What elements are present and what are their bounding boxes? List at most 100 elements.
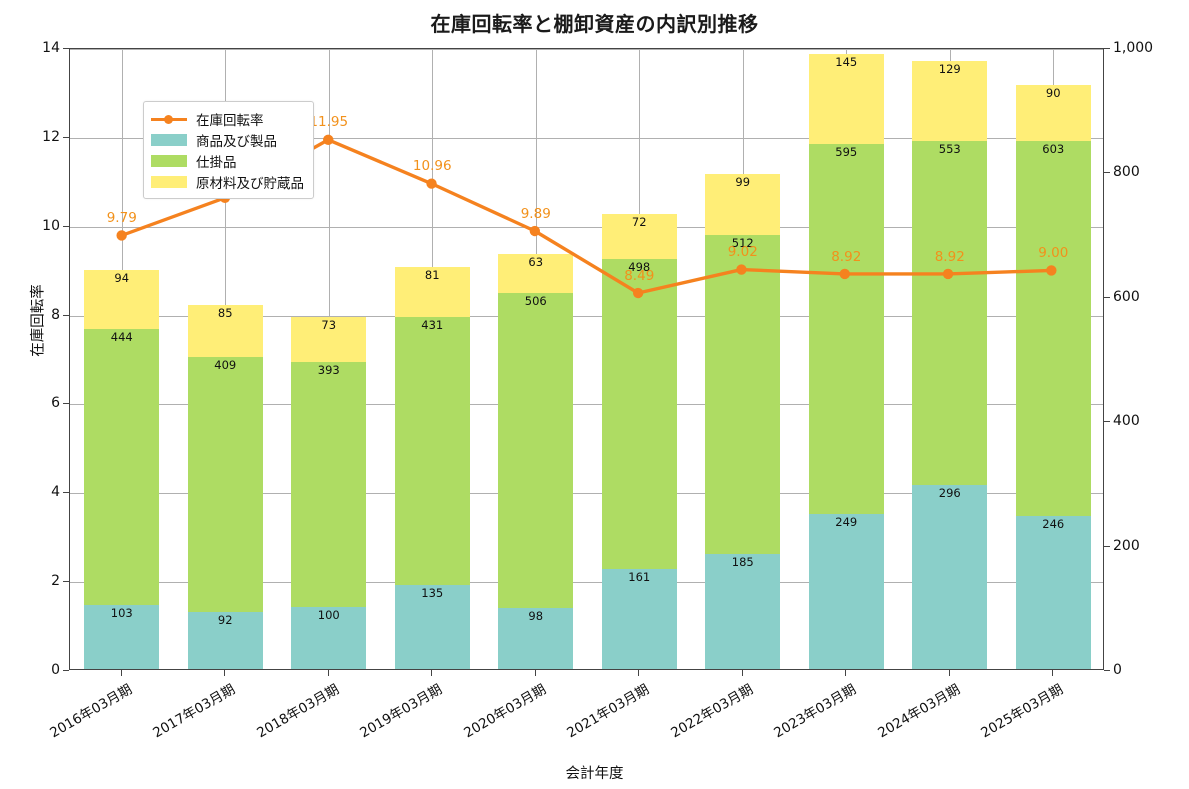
bar-segment-value-label: 94: [114, 271, 130, 286]
bar-segment-value-label: 98: [528, 609, 544, 624]
bar-segment[interactable]: 553: [912, 140, 987, 485]
gridline-horizontal: [70, 315, 1103, 317]
bar-segment[interactable]: 444: [84, 328, 159, 605]
bar-group[interactable]: 100 393 73: [291, 47, 366, 669]
legend-item[interactable]: 仕掛品: [151, 150, 304, 171]
bar-segment[interactable]: 135: [394, 585, 470, 669]
x-axis-tick-label: 2019年03月期: [357, 681, 446, 742]
bar-segment[interactable]: 100: [291, 606, 366, 669]
bar-segment[interactable]: 393: [291, 362, 366, 607]
bar-segment[interactable]: 72: [601, 214, 677, 260]
bar-segment[interactable]: 506: [498, 293, 573, 609]
bar-segment[interactable]: 129: [912, 60, 987, 141]
bar-segment[interactable]: 73: [291, 316, 366, 363]
bar-segment-value-label: 161: [628, 569, 651, 584]
bar-segment-value-label: 185: [731, 554, 754, 569]
bar-segment[interactable]: 98: [498, 608, 573, 669]
bar-segment[interactable]: 296: [912, 484, 987, 669]
plot-area: 103 444 94 92 409 85 100 393 73 135 431 81 98 506 63 16…: [69, 48, 1104, 670]
bar-segment-value-label: 81: [424, 267, 440, 282]
x-axis-tick-label: 2024年03月期: [875, 681, 963, 742]
legend-item-label: 在庫回転率: [196, 112, 264, 129]
bar-segment[interactable]: 249: [808, 514, 884, 669]
x-axis-tick-mark: [224, 670, 226, 676]
line-value-label: 9.89: [520, 205, 551, 222]
bar-segment[interactable]: 603: [1015, 140, 1091, 516]
x-axis-tick-mark: [431, 670, 433, 676]
y-axis-right-tick-mark: [1104, 421, 1110, 423]
legend-item[interactable]: 原材料及び貯蔵品: [151, 171, 304, 192]
bar-group[interactable]: 296 553 129: [912, 47, 987, 669]
bar-segment-value-label: 129: [938, 61, 961, 76]
bar-segment-value-label: 100: [317, 607, 340, 622]
bar-segment[interactable]: 99: [705, 173, 780, 236]
bar-segment[interactable]: 595: [808, 144, 884, 515]
bar-segment-value-label: 90: [1045, 85, 1061, 100]
bar-segment[interactable]: 161: [601, 568, 677, 669]
y-axis-right-tick-mark: [1104, 48, 1110, 49]
bar-group[interactable]: 92 409 85: [187, 47, 263, 669]
x-axis-tick-label: 2025年03月期: [978, 681, 1067, 742]
bar-group[interactable]: 246 603 90: [1015, 47, 1091, 669]
bar-segment[interactable]: 103: [84, 604, 159, 669]
y-axis-left-tick-mark: [63, 492, 69, 494]
bar-segment[interactable]: 90: [1015, 84, 1091, 141]
gridline-horizontal: [70, 493, 1103, 495]
bar-group[interactable]: 249 595 145: [808, 47, 884, 669]
bar-segment[interactable]: 431: [394, 316, 470, 586]
line-value-label: 8.49: [624, 267, 655, 284]
line-value-label: 10.96: [412, 158, 452, 175]
x-axis-tick-label: 2023年03月期: [771, 681, 860, 742]
x-axis-tick-label: 2017年03月期: [150, 681, 239, 742]
bar-segment-value-label: 73: [321, 317, 337, 332]
bar-segment-value-label: 246: [1042, 516, 1065, 531]
bar-group[interactable]: 185 512 99: [705, 47, 780, 669]
bar-segment[interactable]: 145: [808, 53, 884, 145]
bar-segment[interactable]: 409: [187, 357, 263, 612]
x-axis-tick-label: 2020年03月期: [461, 681, 549, 742]
y-axis-left-tick-label: 12: [42, 128, 60, 145]
bar-segment-value-label: 103: [110, 605, 133, 620]
x-axis-tick-mark: [638, 670, 640, 676]
bar-segment-value-label: 63: [528, 255, 544, 270]
bar-segment[interactable]: 512: [705, 235, 780, 554]
bar-segment[interactable]: 81: [394, 266, 470, 317]
x-axis-tick-mark: [120, 670, 122, 676]
y-axis-left-tick-mark: [63, 48, 69, 49]
legend-color-swatch-icon: [151, 133, 187, 146]
bar-group[interactable]: 103 444 94: [84, 47, 159, 669]
bar-segment-value-label: 85: [217, 305, 233, 320]
bar-segment-value-label: 409: [214, 358, 237, 373]
bar-segment[interactable]: 498: [601, 259, 677, 569]
x-axis-tick-label: 2022年03月期: [668, 681, 756, 742]
line-value-label: 8.92: [934, 248, 965, 265]
bar-group[interactable]: 135 431 81: [394, 47, 470, 669]
bar-segment[interactable]: 63: [498, 254, 573, 294]
legend-item[interactable]: 在庫回転率: [151, 108, 304, 129]
x-axis-tick-mark: [948, 670, 950, 676]
bar-segment[interactable]: 85: [187, 304, 263, 358]
y-axis-left-tick-mark: [63, 136, 69, 138]
bar-segment-value-label: 296: [938, 485, 961, 500]
y-axis-left-tick-label: 14: [42, 40, 60, 56]
line-value-label: 9.02: [727, 244, 758, 261]
bar-segment[interactable]: 92: [187, 611, 263, 669]
bar-segment[interactable]: 94: [84, 270, 159, 329]
x-axis-label: 会計年度: [565, 766, 624, 782]
legend-item[interactable]: 商品及び製品: [151, 129, 304, 150]
chart-legend[interactable]: 在庫回転率 商品及び製品 仕掛品原材料及び貯蔵品: [143, 101, 314, 199]
x-axis-tick-mark: [845, 670, 847, 676]
y-axis-left-tick-mark: [63, 225, 69, 227]
bar-segment[interactable]: 185: [705, 553, 780, 669]
bar-segment-value-label: 393: [317, 363, 340, 378]
bar-group[interactable]: 161 498 72: [601, 47, 677, 669]
line-value-label: 9.79: [106, 210, 137, 227]
bar-group[interactable]: 98 506 63: [498, 47, 573, 669]
y-axis-right-tick-label: 600: [1113, 288, 1140, 305]
y-axis-left-tick-label: 0: [51, 662, 60, 678]
legend-color-swatch-icon: [151, 175, 187, 188]
gridline-horizontal: [70, 49, 1103, 50]
legend-item-label: 原材料及び貯蔵品: [196, 175, 304, 192]
x-axis-tick-mark: [534, 670, 536, 676]
bar-segment[interactable]: 246: [1015, 515, 1091, 669]
